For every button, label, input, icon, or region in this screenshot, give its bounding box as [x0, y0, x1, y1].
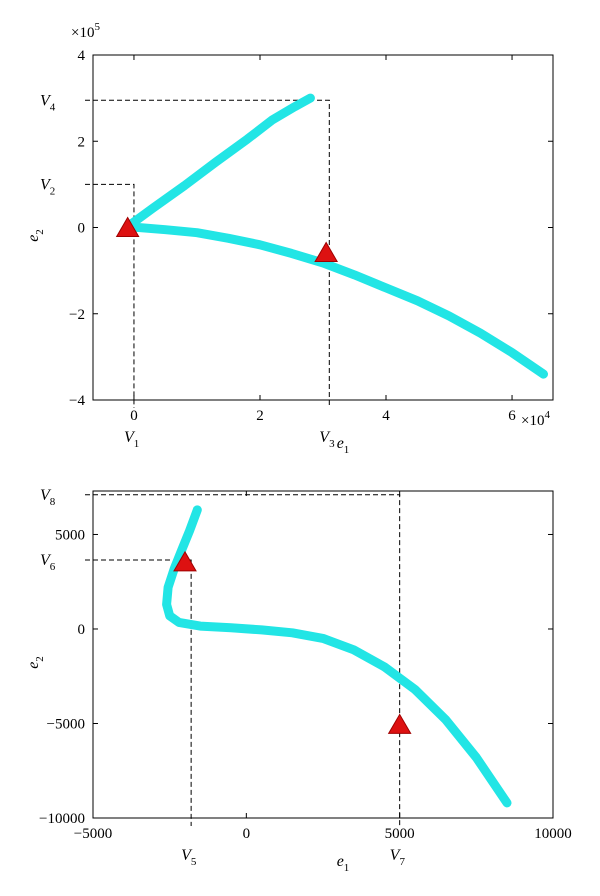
- x-axis-label-base: e: [337, 853, 344, 870]
- x-tick-label: 0: [130, 408, 138, 424]
- x-axis-label: e1: [337, 435, 350, 456]
- x-tick-label: 2: [256, 408, 264, 424]
- y-tick-label: 0: [78, 221, 86, 237]
- reference-label-x-1: V1: [124, 429, 139, 450]
- reference-label-x-2-base: V: [390, 847, 402, 864]
- reference-label-x-2: V7: [390, 847, 406, 868]
- reference-label-y-2-sub: 8: [50, 496, 56, 508]
- reference-label-x-2-base: V: [319, 429, 331, 446]
- y-tick-label: −4: [69, 393, 85, 409]
- reference-label-x-2-sub: 3: [329, 438, 335, 450]
- reference-label-y-2-base: V: [40, 92, 52, 109]
- reference-label-x-1-sub: 5: [191, 856, 197, 868]
- x-axis-label-sub: 1: [344, 444, 350, 456]
- y-tick-label: −5000: [47, 716, 85, 732]
- reference-line-1: [85, 559, 192, 826]
- y-axis-label-sub: 2: [34, 656, 46, 662]
- reference-label-y-1: V6: [40, 552, 56, 573]
- x-multiplier-exp: 4: [544, 409, 550, 421]
- data-marker-2: [387, 713, 412, 734]
- y-tick-label: 5000: [55, 527, 85, 543]
- reference-label-y-1-base: V: [40, 552, 52, 569]
- y-tick-label: −2: [69, 307, 85, 323]
- reference-label-y-2-sub: 4: [50, 101, 56, 113]
- reference-label-x-1-base: V: [181, 847, 193, 864]
- y-axis-label: e2: [25, 656, 46, 669]
- reference-label-x-1: V5: [181, 847, 197, 868]
- reference-line-2: [85, 99, 330, 408]
- reference-label-x-1-sub: 1: [134, 438, 140, 450]
- x-multiplier: ×104: [521, 409, 550, 429]
- y-multiplier-base: ×10: [71, 25, 94, 41]
- data-marker-2: [314, 241, 339, 263]
- x-tick-label: 5000: [385, 826, 415, 842]
- reference-label-x-2-sub: 7: [399, 856, 405, 868]
- data-series-2: [123, 222, 548, 379]
- x-axis-label-sub: 1: [344, 862, 350, 874]
- data-marker-1: [115, 216, 140, 237]
- x-tick-label: 6: [508, 408, 516, 424]
- x-axis-label-base: e: [337, 435, 344, 452]
- reference-label-y-1-sub: 2: [50, 185, 56, 197]
- y-tick-label: 2: [78, 134, 86, 150]
- y-axis-label: e2: [25, 229, 46, 242]
- chart-panel-2: −5000 0 5000 1000050000−5000−10000e1e2V6V5V…: [25, 487, 572, 874]
- y-tick-label: 4: [78, 48, 86, 64]
- x-tick-label: 10000: [534, 826, 572, 842]
- x-axis-label: e1: [337, 853, 350, 874]
- reference-label-y-2-base: V: [40, 487, 52, 504]
- data-series-1: [123, 93, 315, 232]
- y-multiplier-exp: 5: [94, 21, 100, 33]
- y-axis-label-sub: 2: [34, 229, 46, 235]
- reference-label-y-2: V4: [40, 92, 56, 113]
- reference-label-y-1-sub: 6: [50, 561, 56, 573]
- reference-label-y-1-base: V: [40, 176, 52, 193]
- reference-label-y-2: V8: [40, 487, 56, 508]
- data-marker-1: [173, 550, 197, 572]
- y-tick-label: −10000: [39, 811, 85, 827]
- reference-label-y-1: V2: [40, 176, 55, 197]
- y-axis-label-base: e: [25, 662, 42, 669]
- x-multiplier-base: ×10: [521, 413, 544, 429]
- x-tick-label: 4: [382, 408, 390, 424]
- reference-label-x-2: V3: [319, 429, 335, 450]
- y-multiplier: ×105: [71, 21, 100, 41]
- x-tick-label: −5000: [74, 826, 112, 842]
- reference-line-2: [85, 494, 401, 826]
- x-tick-label: 0: [243, 826, 251, 842]
- data-series-1: [162, 505, 512, 808]
- plot-frame: [92, 490, 554, 819]
- y-axis-label-base: e: [25, 235, 42, 242]
- reference-line-1: [85, 183, 135, 408]
- y-tick-label: 0: [78, 622, 86, 638]
- reference-label-x-1-base: V: [124, 429, 136, 446]
